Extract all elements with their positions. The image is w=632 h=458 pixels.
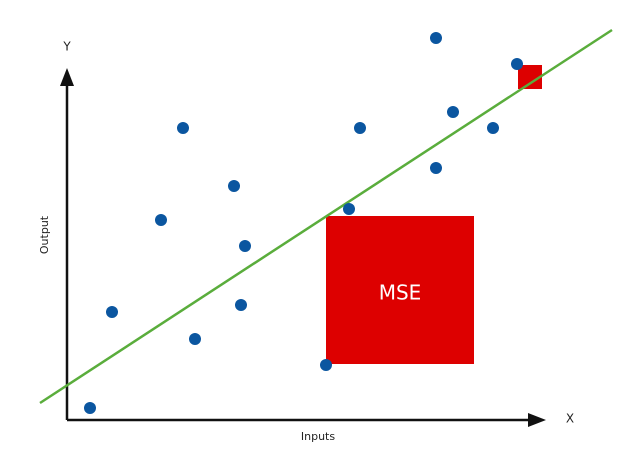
point — [177, 122, 189, 134]
point — [447, 106, 459, 118]
x-letter: X — [566, 412, 574, 426]
y-title: Output — [38, 215, 51, 254]
point — [511, 58, 523, 70]
point — [343, 203, 355, 215]
x-title: Inputs — [301, 430, 335, 443]
x-arrow — [528, 413, 546, 427]
mse-label: MSE — [379, 281, 422, 305]
point — [320, 359, 332, 371]
point — [106, 306, 118, 318]
point — [239, 240, 251, 252]
point — [430, 32, 442, 44]
point — [228, 180, 240, 192]
point — [354, 122, 366, 134]
y-arrow — [60, 68, 74, 86]
points — [84, 32, 523, 414]
y-letter: Y — [62, 40, 71, 54]
point — [189, 333, 201, 345]
mse-box — [326, 216, 474, 364]
regression-line — [39, 28, 613, 405]
point — [155, 214, 167, 226]
point — [84, 402, 96, 414]
point — [430, 162, 442, 174]
point — [235, 299, 247, 311]
point — [487, 122, 499, 134]
